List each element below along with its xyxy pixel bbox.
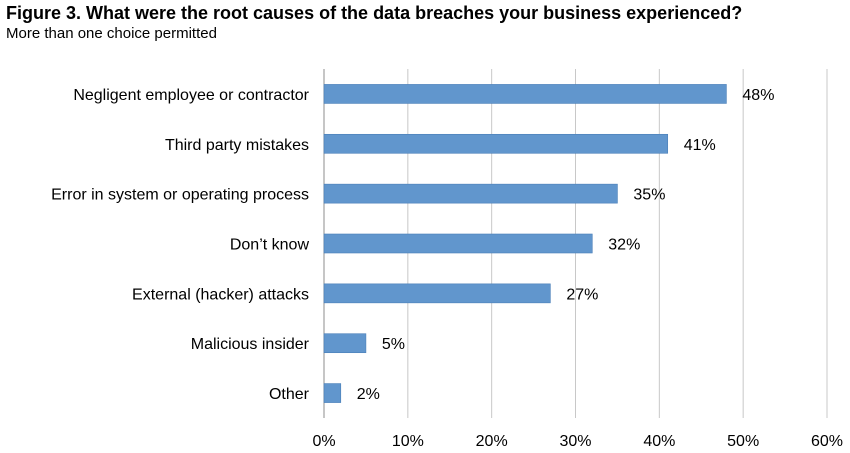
category-label: Don’t know: [230, 237, 310, 254]
bar: [323, 333, 367, 354]
bar: [323, 233, 593, 254]
category-label: Malicious insider: [191, 336, 310, 353]
x-tick-label: 40%: [643, 433, 675, 450]
x-tick-label: 0%: [312, 433, 335, 450]
category-label: Other: [269, 386, 310, 403]
x-tick-label: 20%: [476, 433, 508, 450]
data-label: 41%: [684, 137, 716, 154]
x-tick-label: 50%: [727, 433, 759, 450]
value-labels: 48% 41% 35% 32% 27% 5% 2%: [357, 87, 775, 403]
bar: [323, 283, 551, 304]
category-label: Third party mistakes: [165, 137, 309, 154]
category-label: Negligent employee or contractor: [73, 87, 309, 104]
x-tick-labels: 0% 10% 20% 30% 40% 50% 60%: [312, 433, 843, 450]
bar: [323, 133, 669, 154]
bar: [323, 183, 618, 204]
category-label: Error in system or operating process: [51, 187, 309, 204]
data-label: 27%: [566, 286, 598, 303]
category-label: External (hacker) attacks: [132, 286, 309, 303]
data-label: 5%: [382, 336, 405, 353]
x-tick-label: 10%: [392, 433, 424, 450]
chart-title: Figure 3. What were the root causes of t…: [6, 3, 743, 23]
chart-subtitle: More than one choice permitted: [6, 25, 217, 42]
bars: [323, 84, 727, 403]
data-label: 2%: [357, 386, 380, 403]
data-label: 48%: [742, 87, 774, 104]
gridlines: [323, 69, 828, 418]
category-labels: Negligent employee or contractor Third pa…: [51, 87, 310, 403]
x-tick-label: 60%: [811, 433, 843, 450]
data-label: 35%: [633, 187, 665, 204]
bar: [323, 383, 342, 403]
x-tick-label: 30%: [559, 433, 591, 450]
bar: [323, 84, 727, 104]
data-label: 32%: [608, 237, 640, 254]
